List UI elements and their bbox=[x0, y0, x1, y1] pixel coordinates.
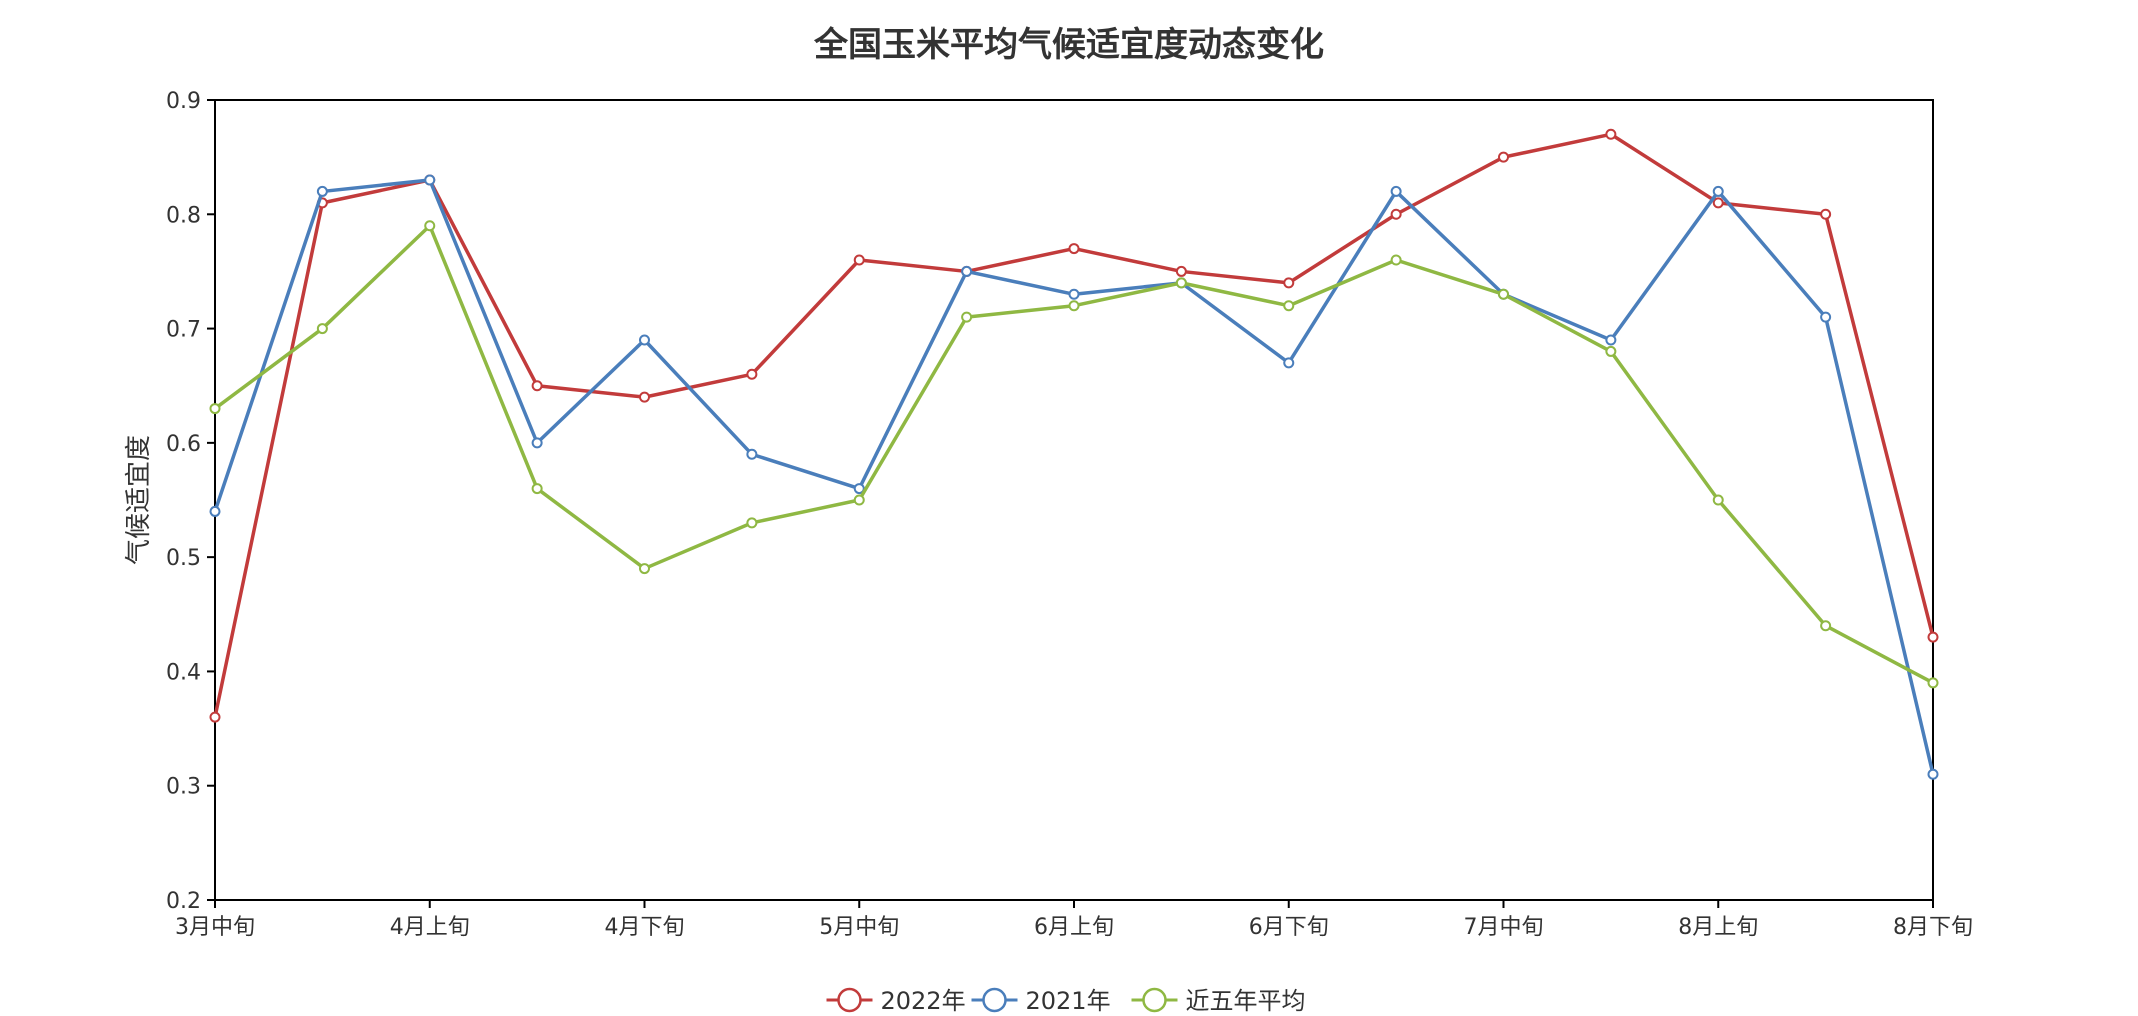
y-tick-label: 0.4 bbox=[166, 660, 201, 685]
data-point[interactable] bbox=[1068, 300, 1080, 312]
data-point[interactable] bbox=[1712, 197, 1724, 209]
data-point[interactable] bbox=[1605, 128, 1617, 140]
x-tick-label: 4月上旬 bbox=[390, 915, 470, 940]
data-point[interactable] bbox=[1820, 620, 1832, 632]
data-point[interactable] bbox=[853, 483, 865, 495]
data-point[interactable] bbox=[531, 437, 543, 449]
x-tick-label: 4月下旬 bbox=[605, 915, 685, 940]
data-point[interactable] bbox=[1390, 185, 1402, 197]
x-tick-label: 5月中旬 bbox=[819, 915, 899, 940]
data-point[interactable] bbox=[316, 185, 328, 197]
legend-label: 近五年平均 bbox=[1186, 987, 1306, 1015]
legend-marker bbox=[1142, 987, 1167, 1013]
data-point[interactable] bbox=[639, 563, 650, 575]
data-point[interactable] bbox=[639, 391, 650, 403]
data-point[interactable] bbox=[316, 323, 328, 335]
data-point[interactable] bbox=[209, 711, 221, 723]
legend-item[interactable]: 2022年 bbox=[826, 987, 966, 1015]
data-point[interactable] bbox=[1390, 208, 1402, 220]
data-point[interactable] bbox=[424, 174, 436, 186]
legend-item[interactable]: 2021年 bbox=[971, 987, 1111, 1015]
data-point[interactable] bbox=[1068, 288, 1080, 300]
data-point[interactable] bbox=[1283, 277, 1295, 289]
y-tick-label: 0.2 bbox=[166, 889, 201, 914]
data-point[interactable] bbox=[1605, 345, 1617, 357]
data-point[interactable] bbox=[1820, 311, 1832, 323]
data-point[interactable] bbox=[531, 483, 543, 495]
y-tick-label: 0.9 bbox=[166, 89, 201, 114]
y-tick-label: 0.6 bbox=[166, 432, 201, 457]
data-point[interactable] bbox=[961, 311, 973, 323]
data-point[interactable] bbox=[1712, 185, 1724, 197]
x-tick-label: 8月下旬 bbox=[1893, 915, 1973, 940]
data-point[interactable] bbox=[1927, 631, 1939, 643]
series-2 bbox=[209, 174, 1939, 780]
data-point[interactable] bbox=[1498, 288, 1509, 300]
data-point[interactable] bbox=[1283, 300, 1295, 312]
series-line bbox=[213, 178, 1935, 777]
series-3 bbox=[209, 220, 1939, 689]
data-point[interactable] bbox=[746, 517, 758, 529]
data-point[interactable] bbox=[1820, 208, 1832, 220]
y-tick-label: 0.5 bbox=[166, 546, 201, 571]
data-point[interactable] bbox=[424, 220, 436, 232]
x-axis: 3月中旬 4月上旬 4月下旬 5月中旬 6月上旬 6月下旬 7月中旬 8月上旬 8月下旬 bbox=[175, 900, 1973, 940]
chart-title: 全国玉米平均气候适宜度动态变化 bbox=[813, 25, 1324, 65]
y-axis: 0.2 0.3 0.4 0.5 0.6 0.7 0.8 0.9 bbox=[166, 89, 215, 914]
series-1 bbox=[209, 128, 1939, 723]
x-tick-label: 6月上旬 bbox=[1034, 915, 1114, 940]
data-point[interactable] bbox=[209, 403, 221, 415]
legend-marker bbox=[982, 987, 1007, 1013]
data-point[interactable] bbox=[1390, 254, 1402, 266]
data-point[interactable] bbox=[1068, 243, 1080, 255]
x-tick-label: 7月中旬 bbox=[1464, 915, 1544, 940]
legend-item[interactable]: 近五年平均 bbox=[1131, 987, 1306, 1015]
data-point[interactable] bbox=[1927, 768, 1939, 780]
data-point[interactable] bbox=[1712, 494, 1724, 506]
data-point[interactable] bbox=[1498, 151, 1509, 163]
data-point[interactable] bbox=[531, 380, 543, 392]
x-tick-label: 3月中旬 bbox=[175, 915, 255, 940]
plot-frame bbox=[214, 99, 1934, 901]
data-point[interactable] bbox=[1605, 334, 1617, 346]
data-point[interactable] bbox=[1283, 357, 1295, 369]
y-tick-label: 0.7 bbox=[166, 318, 201, 343]
y-tick-label: 0.8 bbox=[166, 203, 201, 228]
x-tick-label: 8月上旬 bbox=[1678, 915, 1758, 940]
data-point[interactable] bbox=[639, 334, 650, 346]
y-axis-label: 气候适宜度 bbox=[124, 435, 154, 565]
data-point[interactable] bbox=[1175, 265, 1187, 277]
series-line bbox=[213, 132, 1935, 719]
data-point[interactable] bbox=[746, 368, 758, 380]
legend: 2022年 2021年 近五年平均 bbox=[826, 987, 1306, 1015]
y-tick-label: 0.3 bbox=[166, 775, 201, 800]
data-point[interactable] bbox=[961, 265, 973, 277]
data-point[interactable] bbox=[1927, 677, 1939, 689]
legend-label: 2021年 bbox=[1026, 987, 1111, 1015]
legend-label: 2022年 bbox=[881, 987, 966, 1015]
data-point[interactable] bbox=[853, 254, 865, 266]
series-layer bbox=[209, 128, 1939, 780]
data-point[interactable] bbox=[209, 505, 221, 517]
x-tick-label: 6月下旬 bbox=[1249, 915, 1329, 940]
data-point[interactable] bbox=[1175, 277, 1187, 289]
data-point[interactable] bbox=[746, 448, 758, 460]
data-point[interactable] bbox=[853, 494, 865, 506]
legend-marker bbox=[837, 987, 862, 1013]
